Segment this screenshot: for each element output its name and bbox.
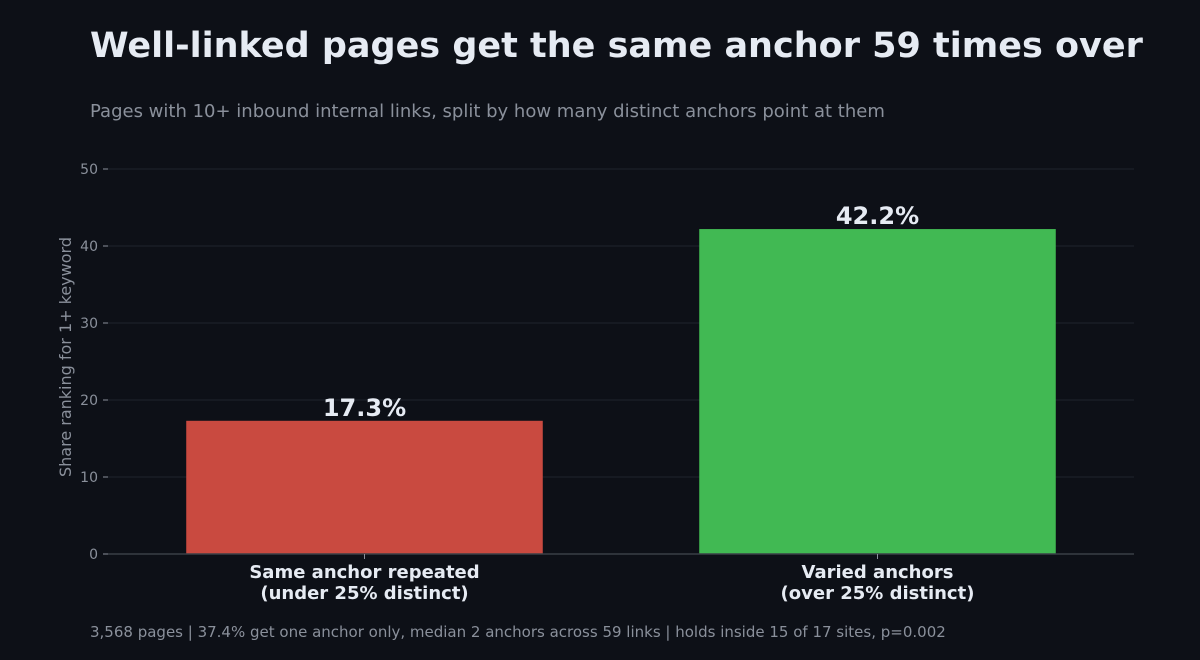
y-tick-label: 10 bbox=[80, 470, 98, 486]
footnote: 3,568 pages | 37.4% get one anchor only,… bbox=[90, 623, 946, 641]
y-tick-label: 30 bbox=[80, 316, 98, 332]
category-label: (under 25% distinct) bbox=[260, 583, 468, 604]
y-tick-label: 20 bbox=[80, 393, 98, 409]
y-tick-label: 0 bbox=[89, 547, 98, 563]
data-label: 42.2% bbox=[836, 202, 919, 230]
axes: 0 10 20 30 40 50 bbox=[80, 162, 1134, 563]
y-tick-label: 50 bbox=[80, 162, 98, 178]
bar bbox=[186, 420, 543, 554]
category-label: (over 25% distinct) bbox=[781, 583, 975, 604]
chart-title: Well-linked pages get the same anchor 59… bbox=[90, 26, 1144, 66]
y-axis-label: Share ranking for 1+ keyword bbox=[56, 237, 75, 477]
data-label: 17.3% bbox=[323, 394, 406, 422]
chart-subtitle: Pages with 10+ inbound internal links, s… bbox=[90, 101, 885, 122]
category-label: Same anchor repeated bbox=[249, 562, 479, 583]
labels: 17.3% Same anchor repeated(under 25% dist… bbox=[249, 202, 974, 604]
bars bbox=[186, 229, 1056, 554]
y-tick-label: 40 bbox=[80, 239, 98, 255]
bar bbox=[699, 229, 1056, 554]
category-label: Varied anchors bbox=[802, 562, 954, 583]
